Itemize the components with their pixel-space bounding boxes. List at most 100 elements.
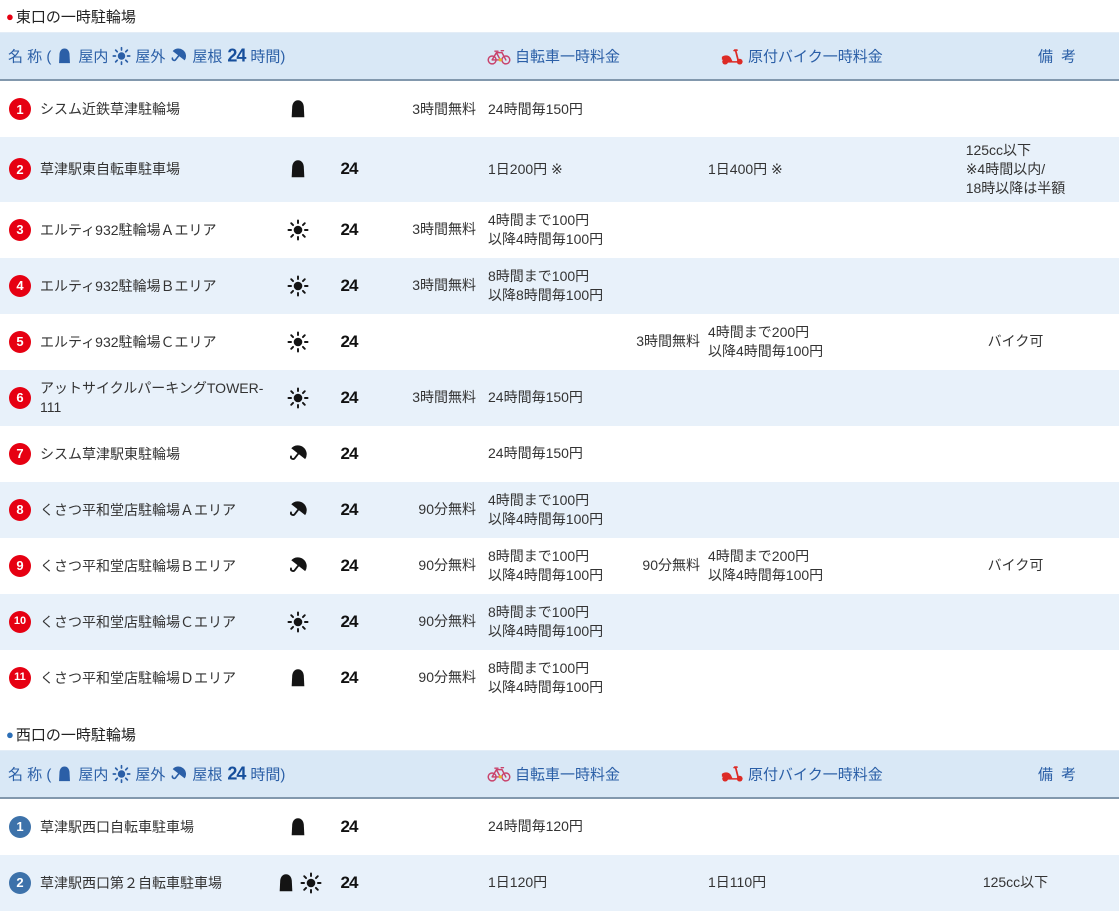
h24-flag: 24: [340, 331, 359, 351]
type-icons: [270, 667, 326, 689]
moped-fee-cell: 4時間まで200円 以降4時間毎100円: [708, 323, 824, 359]
scooter-icon: [720, 46, 744, 66]
row-number-badge: 11: [9, 666, 31, 689]
row-number-badge: 5: [9, 330, 31, 353]
row-number-badge: 8: [9, 498, 31, 521]
h24-flag: 24: [340, 611, 359, 631]
roof-icon: [169, 764, 188, 783]
h24-flag: 24: [340, 159, 359, 179]
facility-name: エルティ932駐輪場Ｃエリア: [40, 333, 217, 350]
bicycle-fee-cell: 8時間まで100円 以降8時間毎100円: [488, 267, 604, 303]
table-row: 6 アットサイクルパーキングTOWER-111 24 3時間無料 24時間毎15…: [0, 369, 1119, 426]
facility-name-cell: 10 くさつ平和堂店駐輪場Ｃエリア: [0, 610, 270, 633]
bicycle-fee-cell: 24時間毎150円: [488, 445, 583, 462]
table-body-east: 1 シスム近鉄草津駐輪場 3時間無料 24時間毎150円 2 草津駅東自転車駐車…: [0, 81, 1119, 706]
remarks-cell: バイク可: [987, 557, 1044, 574]
name-label: 名 称 (: [8, 766, 52, 784]
row-number-badge: 6: [9, 386, 31, 409]
header-name-legend: 名 称 ( 屋内 屋外 屋根 24 時間): [8, 763, 285, 784]
indoor-label: 屋内: [78, 766, 109, 784]
outdoor-icon: [287, 611, 309, 633]
h24-flag: 24: [340, 275, 359, 295]
section-title: ● 東口の一時駐輪場: [0, 0, 1119, 32]
section-west: ● 西口の一時駐輪場 名 称 ( 屋内 屋外 屋根 24 時間) 自転車一時料金…: [0, 718, 1119, 911]
scooter-icon: [720, 764, 744, 784]
h24-flag: 24: [340, 816, 359, 836]
type-icons: [270, 387, 326, 409]
indoor-icon: [287, 667, 309, 689]
bicycle-free-cell: 90分無料: [418, 669, 476, 686]
indoor-icon: [275, 872, 297, 894]
row-number-badge: 1: [9, 98, 31, 120]
bicycle-fee-cell: 8時間まで100円 以降4時間毎100円: [488, 659, 604, 695]
indoor-icon: [287, 816, 309, 838]
h24-label: 24: [227, 763, 246, 784]
bicycle-fee-cell: 24時間毎150円: [488, 100, 583, 117]
bicycle-icon: [487, 46, 511, 66]
h24-label: 24: [227, 45, 246, 66]
type-icons: [270, 331, 326, 353]
row-number-badge: 10: [9, 610, 31, 633]
section-bullet-icon: ●: [6, 726, 14, 742]
remarks-text: 125cc以下 ※4時間以内/18時以降は半額: [965, 142, 1066, 196]
bicycle-fee-cell: 24時間毎150円: [488, 389, 583, 406]
header-bicycle-fee: 自転車一時料金: [487, 763, 620, 784]
moped-free-cell: 90分無料: [642, 557, 700, 574]
remarks-cell: 125cc以下: [982, 874, 1049, 891]
table-row: 3 エルティ932駐輪場Ａエリア 24 3時間無料 4時間まで100円 以降4時間…: [0, 201, 1119, 258]
bicycle-fee-cell: 8時間まで100円 以降4時間毎100円: [488, 603, 604, 639]
table-row: 2 草津駅西口第２自転車駐車場 24 1日120円 1日110円 125cc以下: [0, 854, 1119, 911]
facility-name: くさつ平和堂店駐輪場Ａエリア: [40, 501, 236, 518]
table-row: 8 くさつ平和堂店駐輪場Ａエリア 24 90分無料 4時間まで100円 以降4時間…: [0, 481, 1119, 538]
section-title-text: 西口の一時駐輪場: [15, 726, 136, 744]
facility-name-cell: 2 草津駅西口第２自転車駐車場: [0, 871, 270, 894]
moped-fee-label: 原付バイク一時料金: [748, 766, 883, 784]
facility-name-cell: 7 シスム草津駅東駐輪場: [0, 442, 270, 465]
section-east: ● 東口の一時駐輪場 名 称 ( 屋内 屋外 屋根 24 時間) 自転車一時料金…: [0, 0, 1119, 706]
h24-flag: 24: [340, 499, 359, 519]
remarks-label: 備 考: [1038, 48, 1079, 66]
roof-icon: [287, 555, 309, 577]
h24-flag: 24: [340, 667, 359, 687]
bicycle-free-cell: 90分無料: [418, 557, 476, 574]
facility-name: アットサイクルパーキングTOWER-111: [40, 380, 264, 415]
row-number-badge: 4: [9, 274, 31, 297]
outdoor-icon: [287, 331, 309, 353]
header-remarks: 備 考: [1038, 46, 1078, 67]
facility-name-cell: 3 エルティ932駐輪場Ａエリア: [0, 218, 270, 241]
facility-name: エルティ932駐輪場Ｂエリア: [40, 277, 217, 294]
header-bicycle-fee: 自転車一時料金: [487, 46, 620, 67]
bicycle-free-cell: 3時間無料: [412, 100, 476, 117]
type-icons: [270, 158, 326, 180]
roof-label: 屋根: [192, 766, 223, 784]
bicycle-free-cell: 3時間無料: [412, 277, 476, 294]
remarks-label: 備 考: [1038, 766, 1079, 784]
section-title-text: 東口の一時駐輪場: [15, 9, 136, 26]
remarks-cell: 125cc以下 ※4時間以内/18時以降は半額: [862, 141, 1119, 198]
type-icons: [270, 611, 326, 633]
facility-name: 草津駅西口第２自転車駐車場: [40, 874, 222, 891]
facility-name-cell: 9 くさつ平和堂店駐輪場Ｂエリア: [0, 554, 270, 577]
facility-name-cell: 6 アットサイクルパーキングTOWER-111: [0, 379, 270, 415]
facility-name: くさつ平和堂店駐輪場Ｄエリア: [40, 669, 236, 686]
bicycle-free-cell: 3時間無料: [412, 389, 476, 406]
outdoor-label: 屋外: [135, 48, 166, 66]
bicycle-fee-cell: 4時間まで100円 以降4時間毎100円: [488, 491, 604, 527]
h24-flag: 24: [340, 555, 359, 575]
row-number-badge: 2: [9, 871, 31, 894]
table-row: 9 くさつ平和堂店駐輪場Ｂエリア 24 90分無料 8時間まで100円 以降4時間…: [0, 537, 1119, 594]
facility-name: くさつ平和堂店駐輪場Ｂエリア: [40, 557, 236, 574]
row-number-badge: 2: [9, 158, 31, 181]
indoor-icon: [287, 98, 309, 120]
roof-icon: [287, 499, 309, 521]
moped-fee-cell: 4時間まで200円 以降4時間毎100円: [708, 547, 824, 583]
bicycle-fee-cell: 24時間毎120円: [488, 818, 583, 835]
table-row: 1 シスム近鉄草津駐輪場 3時間無料 24時間毎150円: [0, 81, 1119, 137]
type-icons: [270, 555, 326, 577]
facility-name-cell: 8 くさつ平和堂店駐輪場Ａエリア: [0, 498, 270, 521]
roof-icon: [169, 47, 188, 66]
h24-flag: 24: [340, 219, 359, 239]
facility-name-cell: 1 草津駅西口自転車駐車場: [0, 815, 270, 838]
hours-label: 時間): [250, 766, 286, 784]
bicycle-fee-cell: 8時間まで100円 以降4時間毎100円: [488, 547, 604, 583]
